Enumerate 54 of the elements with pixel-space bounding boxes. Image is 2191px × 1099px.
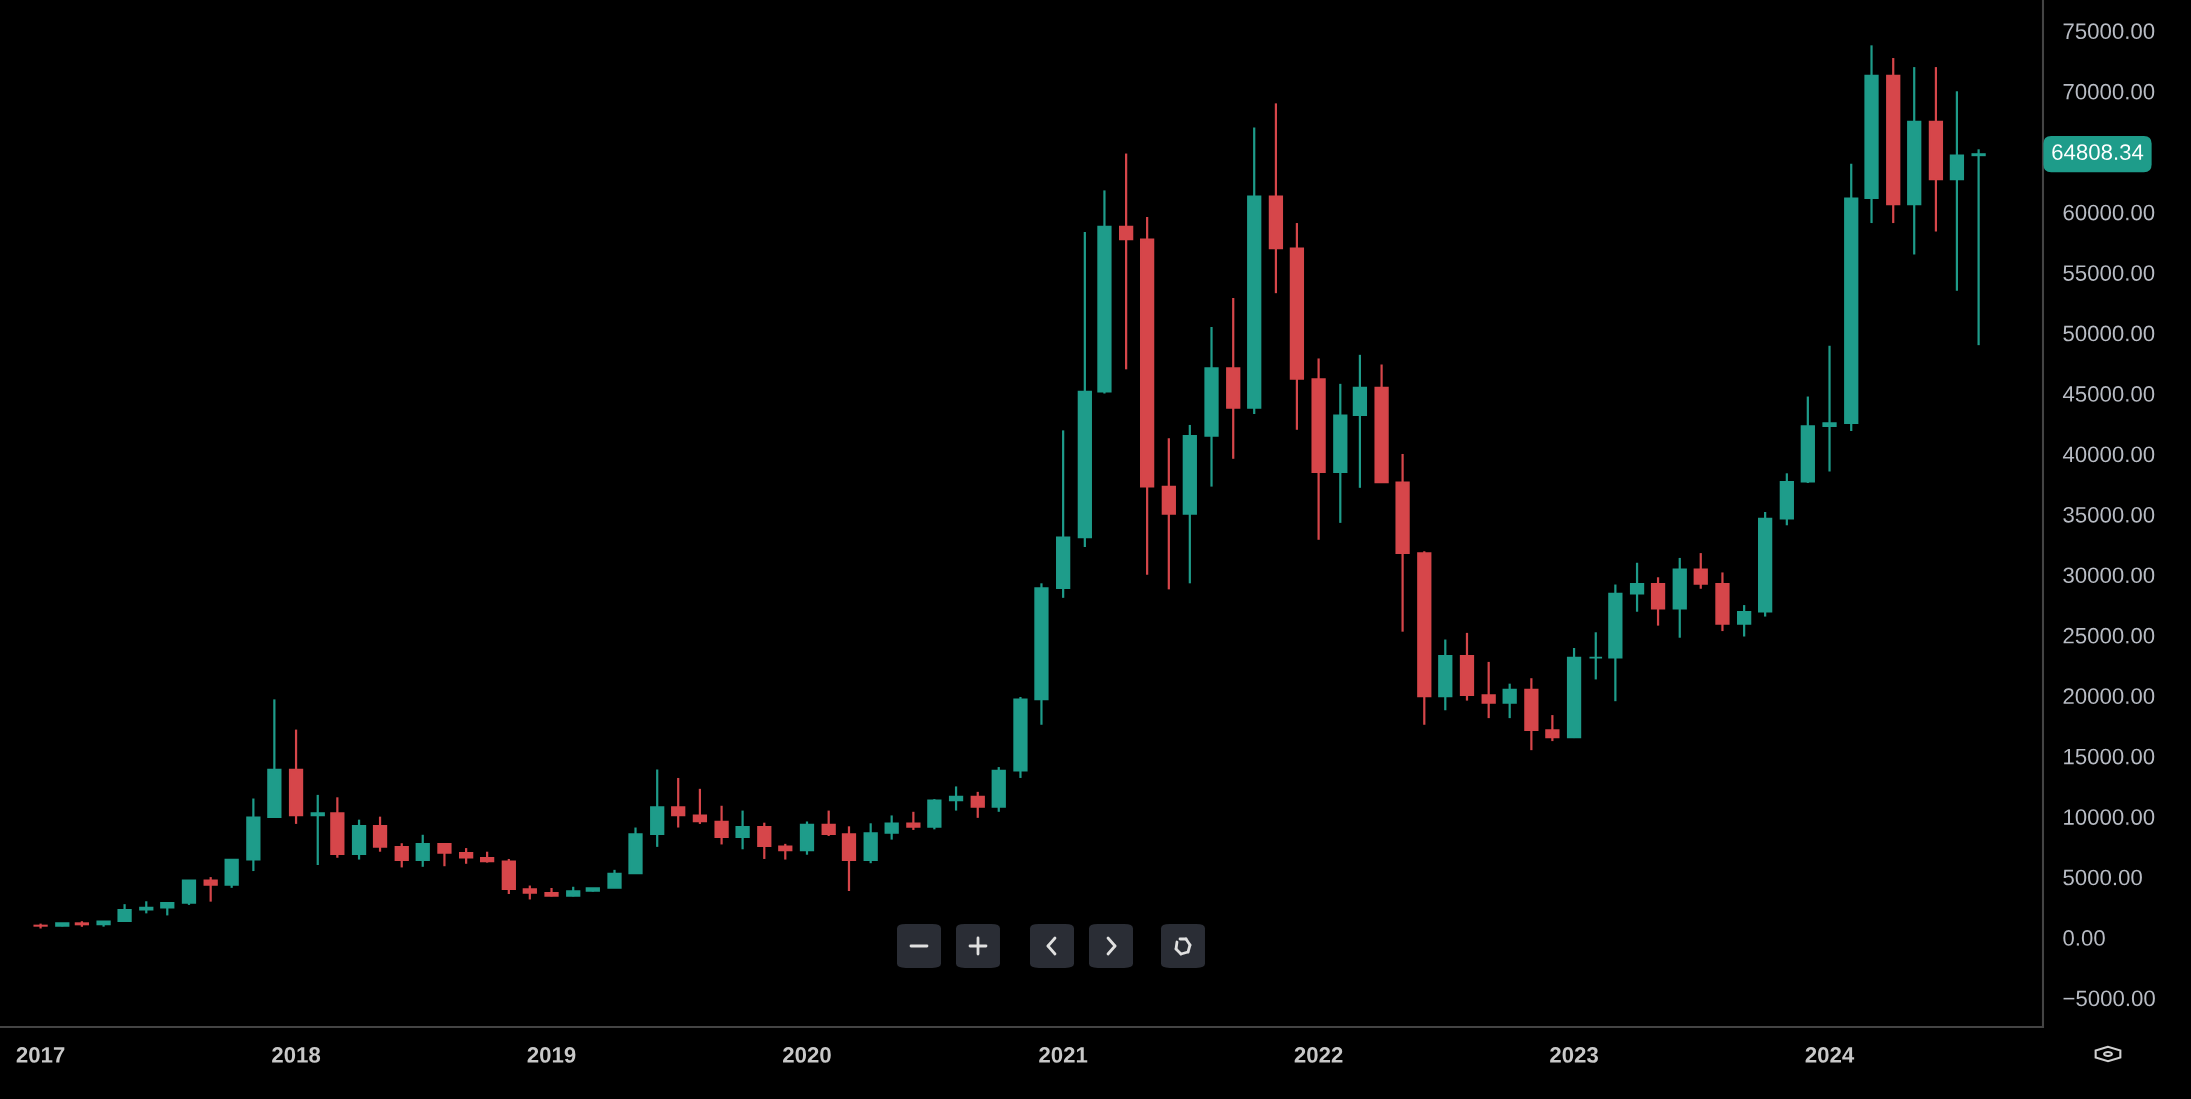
candlestick [394,842,409,869]
candlestick [181,879,197,907]
y-tick-label: 5000.00 [2063,869,2142,886]
candlestick [1588,631,1603,681]
candlestick [1693,551,1708,590]
y-tick-label: 40000.00 [2062,446,2155,463]
candlestick [1949,90,1965,292]
candlestick [692,787,708,826]
candlestick [1545,713,1560,743]
x-tick-label: 2024 [1805,1047,1855,1063]
candlestick [970,790,985,819]
candlestick [757,821,772,861]
candlestick [735,809,750,851]
y-tick-label: 60000.00 [2063,204,2155,221]
x-tick-label: 2020 [783,1047,831,1063]
y-tick-label: 0.00 [2063,930,2105,946]
candlestick [1481,660,1496,720]
x-tick-label: 2019 [527,1047,576,1063]
y-tick-label: 45000.00 [2062,386,2155,402]
candlestick [607,868,622,890]
y-tick-label: 50000.00 [2063,325,2155,342]
candlestick [948,785,964,812]
y-tick-label: 75000.00 [2063,23,2155,40]
candlestick [372,815,388,853]
y-tick-label: 55000.00 [2063,265,2155,281]
candlestick [437,842,452,868]
candlestick [1119,152,1134,371]
x-tick-label: 2018 [272,1047,321,1063]
y-tick-label: 35000.00 [2063,506,2155,523]
y-tick-label: 20000.00 [2063,688,2155,705]
candlestick [1737,603,1752,638]
y-tick-label: 25000.00 [2063,627,2155,644]
y-tick-label: 15000.00 [2064,748,2155,765]
x-tick-label: 2023 [1550,1047,1598,1063]
y-tick-label: 70000.00 [2063,83,2155,100]
candlestick [906,810,921,832]
y-tick-label: −5000.00 [2063,990,2155,1007]
candlestick [821,809,836,838]
text: 64808.34 [2052,144,2144,161]
candlestick [884,814,899,841]
candlestick [1971,148,1986,347]
x-tick-label: 2021 [1039,1047,1088,1063]
candlestick [1822,344,1837,473]
candlestick [714,804,729,846]
candlestick [1629,561,1645,613]
x-tick-label: 2022 [1294,1047,1343,1063]
candlestick [1502,682,1517,720]
candlestick [203,875,218,903]
y-tick-label: 30000.00 [2063,567,2155,584]
y-tick-label: 10000.00 [2064,809,2155,825]
candlestick [671,776,686,829]
candlestick [310,793,325,867]
candlestick [415,833,430,868]
x-tick-label: 2017 [16,1047,65,1063]
